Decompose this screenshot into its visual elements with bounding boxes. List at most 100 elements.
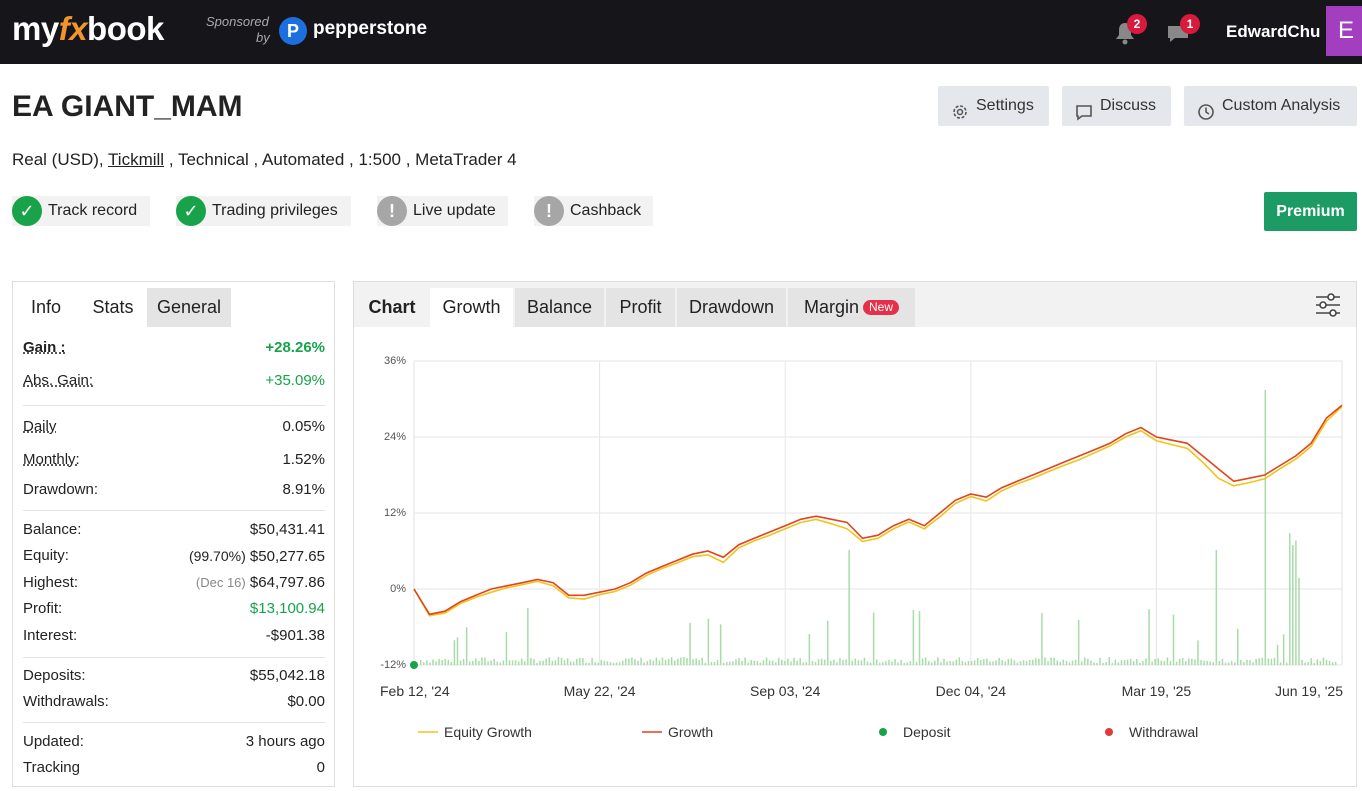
volume-bar [514,660,517,665]
volume-bar [1163,661,1166,665]
updated-label: Updated: [23,733,84,750]
stat-profit: Profit: $13,100.94 [23,597,325,621]
x-tick-label: Mar 19, '25 [1122,683,1192,699]
custom-analysis-button[interactable]: Custom Analysis [1184,86,1357,126]
volume-bar [689,622,691,665]
settings-button[interactable]: Settings [938,86,1049,126]
volume-bar [1154,658,1156,665]
volume-bar [631,657,633,665]
volume-bar [1148,609,1150,665]
stat-interest: Interest: -$901.38 [23,624,325,648]
premium-button[interactable]: Premium [1264,192,1357,231]
tab-margin[interactable]: Margin New [788,288,915,327]
highest-value: $64,797.86 [249,574,325,591]
volume-bar [983,658,985,665]
sponsored-by-label: Sponsored by [206,14,276,46]
volume-bar [1188,658,1190,665]
volume-bar [1292,545,1294,665]
volume-bar [1230,661,1233,665]
tab-general[interactable]: General [147,288,231,327]
withdrawals-label: Withdrawals: [23,693,109,710]
system-title: EA GIANT_MAM [12,90,243,123]
volume-bar [1157,658,1159,665]
volume-bar [713,661,716,665]
volume-bar [634,659,636,665]
volume-bar [1151,661,1153,665]
growth-line [413,404,1343,616]
chart-settings-sliders-icon[interactable] [1314,292,1342,318]
account-details: , Technical , Automated , 1:500 , MetaTr… [168,150,517,169]
abs-gain-value: +35.09% [265,372,325,389]
volume-bar [891,661,893,665]
volume-bar [1181,658,1184,665]
discuss-button[interactable]: Discuss [1062,86,1171,126]
legend-dot-swatch [879,728,887,736]
volume-bar [1065,660,1068,665]
volume-bar [1041,613,1043,665]
status-trading-privileges[interactable]: ✓ Trading privileges [176,196,351,226]
volume-bar [465,627,468,665]
tab-stats[interactable]: Stats [92,297,134,317]
status-live-update[interactable]: ! Live update [377,196,508,226]
deposits-value: $55,042.18 [249,667,325,684]
volume-bar [704,662,707,665]
volume-bar [732,661,734,665]
volume-bar [986,658,988,665]
volume-bar [594,662,596,665]
volume-bar [814,662,817,665]
volume-bar [545,658,547,665]
pepperstone-logo-icon[interactable]: P [279,17,307,45]
volume-bar [778,657,780,665]
tab-info[interactable]: Info [30,297,62,317]
check-circle-icon: ✓ [176,196,206,226]
status-track-record[interactable]: ✓ Track record [12,196,150,226]
balance-label: Balance: [23,521,82,538]
broker-link[interactable]: Tickmill [108,150,165,169]
volume-bar [1044,657,1046,665]
volume-bar [1285,662,1288,665]
account-type: Real (USD), [12,150,104,169]
comment-icon [1075,97,1093,121]
pepperstone-name[interactable]: pepperstone [313,18,428,39]
growth-chart[interactable]: 36% 24% 12% 0% -12% Feb 12, '24 May 22, '24 Sep… [354,327,1356,787]
volume-bar [823,659,826,665]
volume-bar [790,661,792,665]
volume-bar [475,658,477,665]
tracking-label: Tracking [23,759,80,776]
custom-analysis-label: Custom Analysis [1222,97,1341,114]
volume-bar [1206,660,1208,665]
volume-bar [707,618,710,665]
tracking-value: 0 [316,759,325,776]
volume-bar [851,660,853,665]
volume-bar [784,660,786,665]
gain-label[interactable]: Gain : [23,339,66,356]
volume-bar [1053,657,1055,665]
volume-bar [912,610,915,665]
abs-gain-label[interactable]: Abs. Gain: [23,372,94,389]
tab-profit[interactable]: Profit [606,288,675,327]
daily-label[interactable]: Daily [23,418,57,435]
profit-value: $13,100.94 [249,600,325,617]
volume-bar [903,662,905,665]
volume-bar [1212,662,1215,665]
volume-bar [511,660,514,665]
volume-bar [970,661,973,665]
tab-drawdown[interactable]: Drawdown [677,288,786,327]
tab-balance[interactable]: Balance [515,288,604,327]
username-link[interactable]: EdwardChu [1226,22,1321,41]
volume-bar [998,657,1000,665]
stat-drawdown: Drawdown: 8.91% [23,478,325,502]
volume-bar [958,657,961,665]
tab-growth[interactable]: Growth [430,288,513,327]
myfxbook-logo[interactable]: myfxbook [12,10,164,48]
monthly-label[interactable]: Monthly: [23,451,80,468]
volume-bar [802,662,804,665]
user-avatar[interactable]: E [1326,6,1362,56]
volume-bar [1261,657,1263,665]
equity-percent: (99.70%) [188,548,246,564]
volume-bar [1169,661,1172,665]
volume-bar [716,659,719,665]
volume-bar [1025,661,1028,665]
status-cashback[interactable]: ! Cashback [534,196,653,226]
updated-value: 3 hours ago [245,733,325,750]
